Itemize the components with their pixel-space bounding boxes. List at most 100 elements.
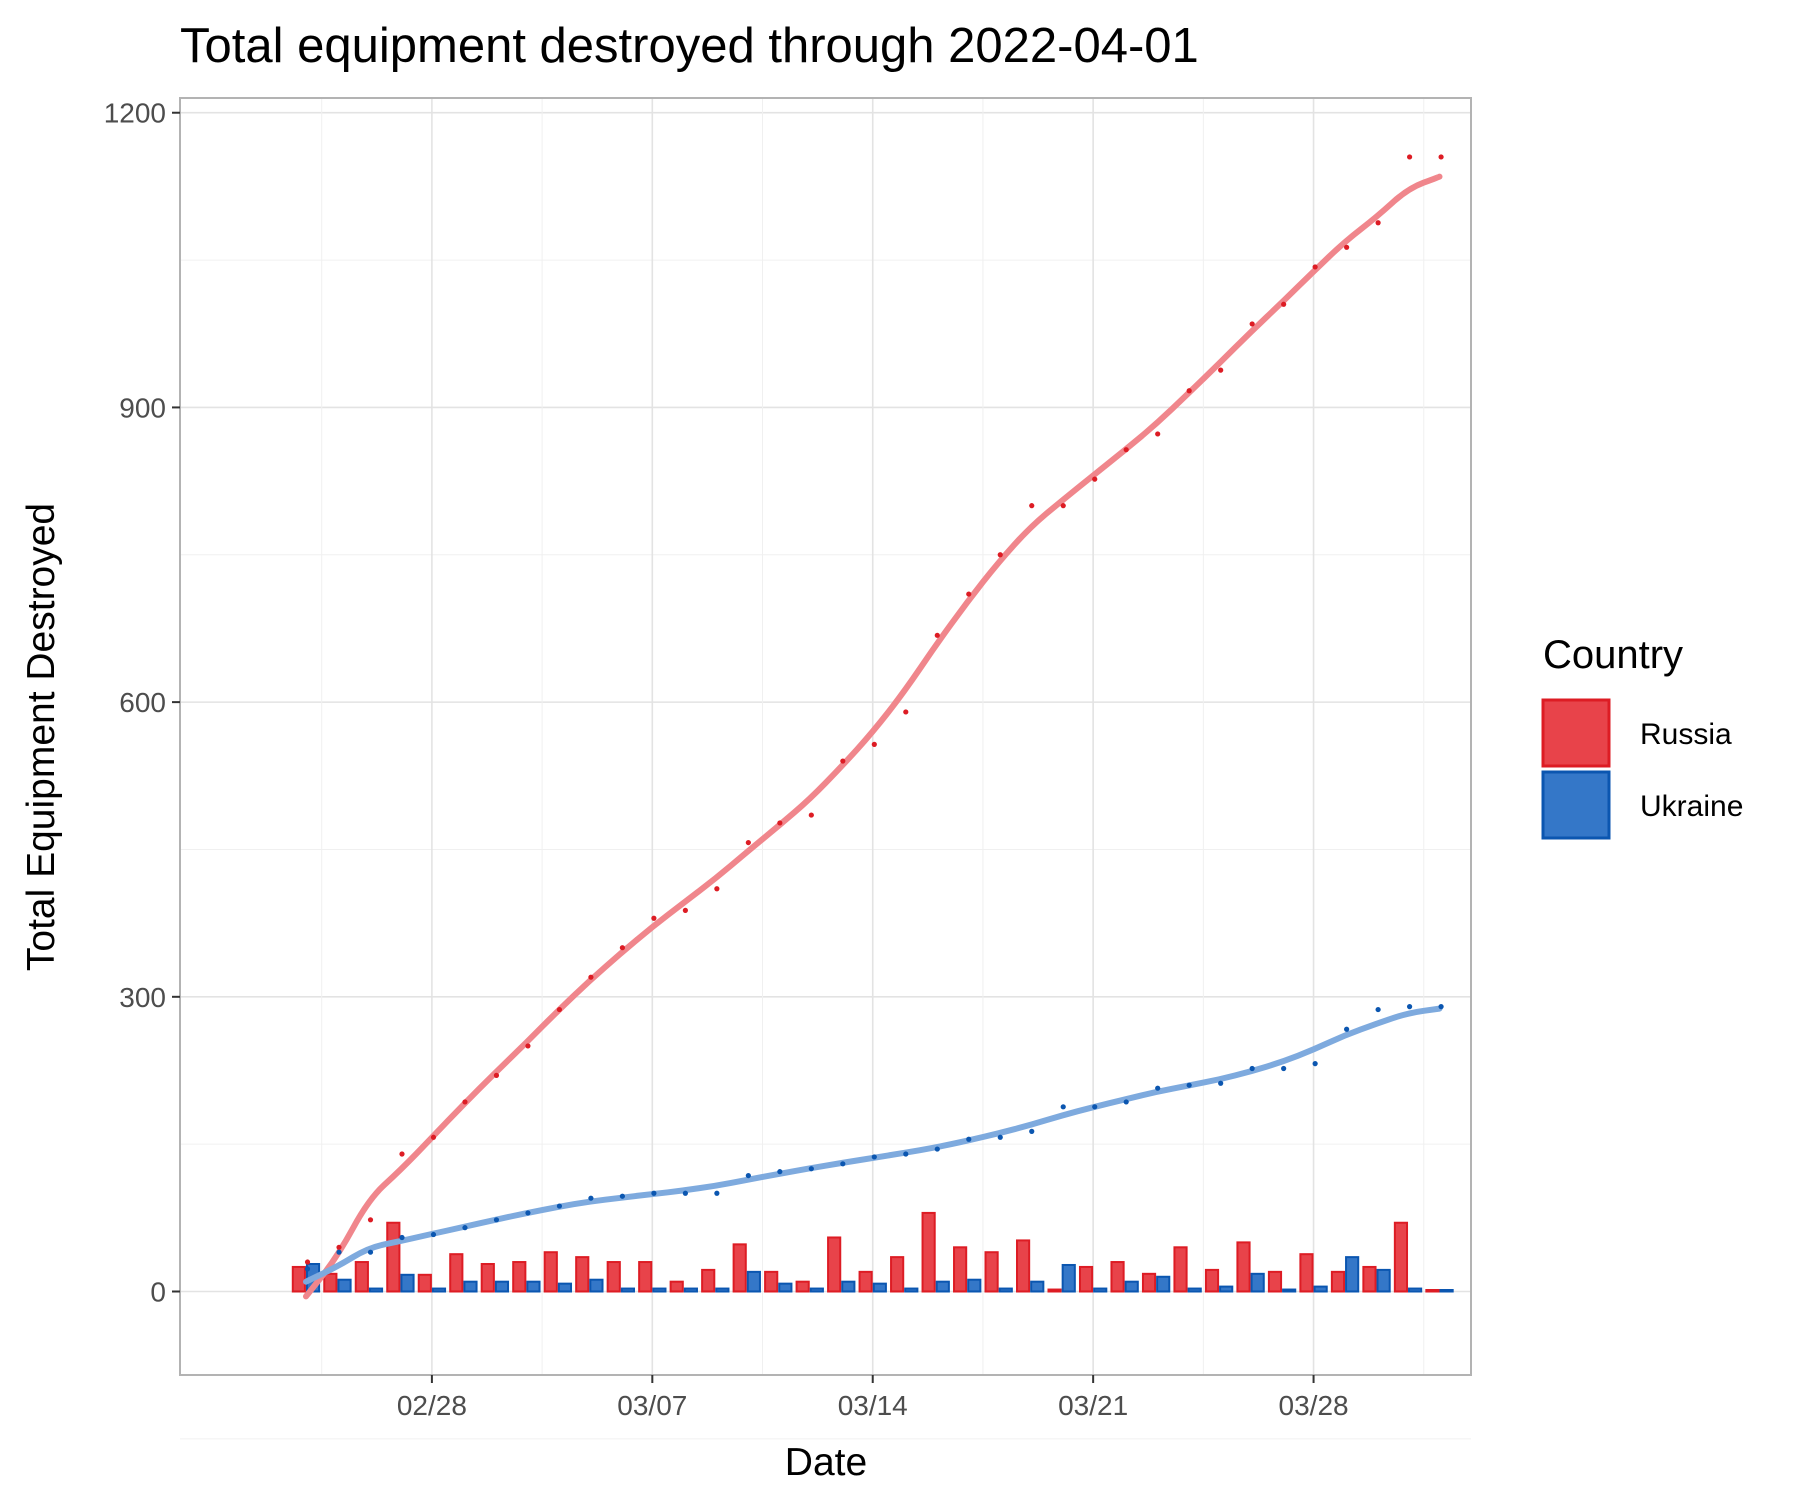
y-tick-label: 600 bbox=[119, 687, 166, 718]
point-ukraine bbox=[304, 1266, 311, 1272]
bar-russia bbox=[1299, 1253, 1314, 1293]
axis-ticks: 0 300 600 900 1200 02/28 03/07 03/14 03/21 03/28 bbox=[104, 98, 1349, 1421]
bar-russia bbox=[354, 1261, 369, 1293]
bar-ukraine bbox=[1439, 1289, 1454, 1293]
point-ukraine bbox=[777, 1169, 783, 1175]
bar-ukraine bbox=[809, 1287, 824, 1293]
point-russia bbox=[745, 839, 751, 846]
legend-label-ukraine: Ukraine bbox=[1640, 790, 1743, 823]
point-ukraine bbox=[840, 1161, 846, 1167]
point-ukraine bbox=[1218, 1080, 1224, 1086]
point-ukraine bbox=[588, 1195, 594, 1201]
point-ukraine bbox=[1281, 1065, 1287, 1072]
bar-russia bbox=[1173, 1246, 1188, 1293]
bar-russia bbox=[1330, 1270, 1346, 1293]
point-ukraine bbox=[493, 1217, 500, 1223]
point-russia bbox=[1155, 431, 1161, 437]
chart-title: Total equipment destroyed through 2022-0… bbox=[180, 19, 1199, 73]
bar-russia bbox=[890, 1256, 905, 1293]
point-russia bbox=[1438, 154, 1444, 160]
x-axis-title: Date bbox=[785, 1441, 867, 1484]
x-tick-label: 03/14 bbox=[838, 1390, 908, 1421]
bar-ukraine bbox=[494, 1280, 510, 1293]
point-russia bbox=[525, 1043, 531, 1049]
bar-ukraine bbox=[1156, 1275, 1171, 1293]
point-russia bbox=[840, 758, 846, 764]
point-ukraine bbox=[1344, 1026, 1350, 1032]
panel-border bbox=[179, 97, 1472, 1376]
bar-ukraine bbox=[620, 1287, 635, 1293]
bar-ukraine bbox=[557, 1282, 573, 1293]
bar-russia bbox=[1425, 1289, 1440, 1293]
point-russia bbox=[493, 1072, 500, 1078]
bar-russia bbox=[323, 1272, 338, 1293]
point-ukraine bbox=[556, 1203, 563, 1209]
bar-russia bbox=[543, 1251, 558, 1293]
point-russia bbox=[903, 709, 909, 715]
bar-ukraine bbox=[746, 1270, 761, 1293]
bar-russia bbox=[984, 1251, 999, 1293]
point-ukraine bbox=[1438, 1004, 1444, 1010]
bar-russia bbox=[512, 1261, 527, 1293]
bar-russia bbox=[1204, 1268, 1220, 1293]
point-ukraine bbox=[651, 1190, 657, 1196]
bar-russia bbox=[858, 1270, 873, 1293]
bar-ukraine bbox=[1313, 1285, 1328, 1293]
point-ukraine bbox=[1060, 1104, 1066, 1110]
bar-russia bbox=[827, 1236, 842, 1293]
bar-ukraine bbox=[1250, 1272, 1265, 1293]
bar-russia bbox=[638, 1261, 653, 1293]
point-ukraine bbox=[966, 1136, 972, 1142]
bar-russia bbox=[1393, 1221, 1409, 1293]
bar-russia bbox=[480, 1262, 495, 1293]
point-russia bbox=[651, 915, 657, 921]
bar-ukraine bbox=[463, 1280, 478, 1293]
bar-ukraine bbox=[998, 1287, 1013, 1293]
bar-ukraine bbox=[683, 1287, 698, 1293]
bar-russia bbox=[575, 1256, 590, 1293]
y-tick-label: 1200 bbox=[104, 98, 166, 129]
point-russia bbox=[934, 632, 940, 638]
point-russia bbox=[1281, 301, 1287, 307]
point-russia bbox=[336, 1244, 342, 1250]
bar-ukraine bbox=[1376, 1268, 1391, 1293]
bar-ukraine bbox=[1093, 1287, 1108, 1293]
bar-ukraine bbox=[872, 1282, 887, 1293]
legend-title: Country bbox=[1543, 633, 1683, 677]
x-tick-label: 03/07 bbox=[617, 1390, 687, 1421]
point-ukraine bbox=[1029, 1128, 1035, 1134]
point-russia bbox=[430, 1134, 437, 1140]
point-russia bbox=[966, 591, 972, 597]
bar-russia bbox=[1110, 1261, 1125, 1293]
bar-russia bbox=[669, 1280, 684, 1293]
bar-russia bbox=[606, 1261, 621, 1293]
y-axis-title: Total Equipment Destroyed bbox=[20, 503, 63, 971]
bar-ukraine bbox=[778, 1282, 793, 1293]
bar-ukraine bbox=[400, 1273, 415, 1293]
bar-russia bbox=[1141, 1272, 1157, 1293]
point-russia bbox=[1218, 367, 1224, 373]
smooth-line-russia bbox=[303, 173, 1443, 1300]
bar-ukraine bbox=[1219, 1285, 1234, 1293]
gridlines bbox=[180, 98, 1471, 1440]
bar-russia bbox=[1362, 1265, 1377, 1293]
bar-ukraine bbox=[526, 1280, 541, 1293]
bar-ukraine bbox=[652, 1287, 667, 1293]
point-russia bbox=[304, 1259, 311, 1265]
bar-ukraine bbox=[967, 1278, 982, 1293]
point-ukraine bbox=[682, 1190, 688, 1196]
points bbox=[304, 154, 1444, 1272]
point-russia bbox=[1092, 476, 1098, 482]
bar-russia bbox=[953, 1246, 968, 1293]
point-ukraine bbox=[1249, 1065, 1255, 1072]
y-tick-label: 0 bbox=[150, 1277, 166, 1308]
bar-russia bbox=[795, 1280, 810, 1293]
point-russia bbox=[997, 552, 1003, 558]
point-russia bbox=[1312, 264, 1318, 270]
bar-russia bbox=[1236, 1241, 1251, 1293]
point-ukraine bbox=[1312, 1061, 1318, 1067]
bar-russia bbox=[1016, 1239, 1031, 1293]
x-tick-label: 03/28 bbox=[1279, 1390, 1349, 1421]
bar-russia bbox=[764, 1270, 779, 1293]
point-ukraine bbox=[1155, 1085, 1161, 1091]
